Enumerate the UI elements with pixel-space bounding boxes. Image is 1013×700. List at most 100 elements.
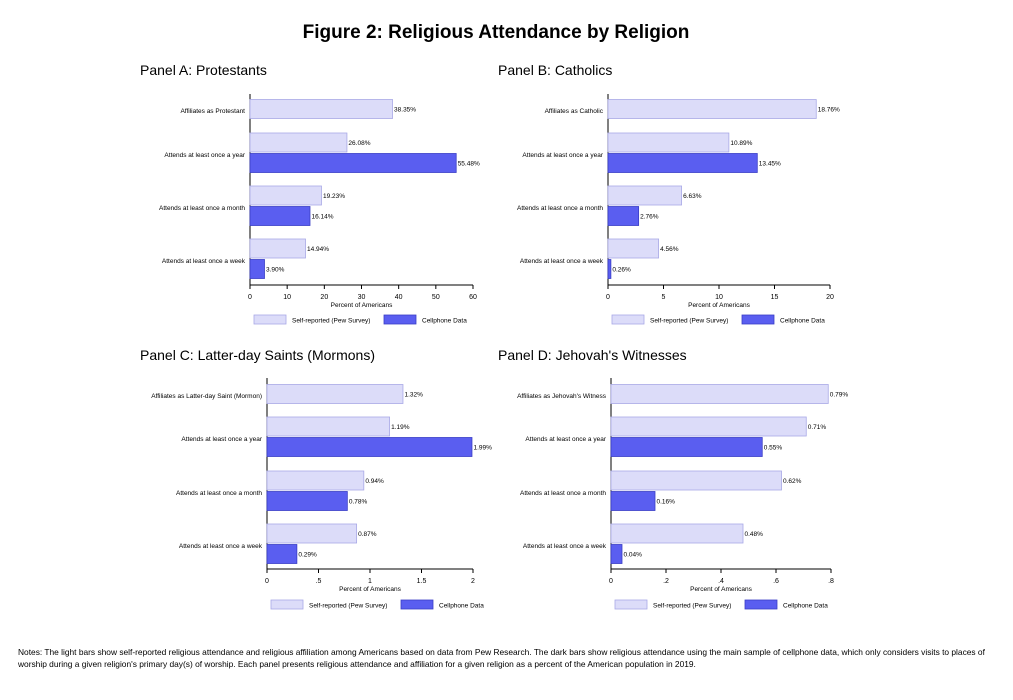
panel-b-data-label-cellphone: 13.45%: [759, 161, 781, 168]
panel-a-x-tick-label: 30: [358, 294, 366, 301]
panel-a-bar-self-reported: [249, 132, 348, 153]
panel-d-x-tick-label: 0: [609, 578, 613, 585]
panel-b-legend-swatch-self-reported: [611, 314, 645, 325]
panel-b-x-tick-label: 15: [771, 294, 779, 301]
panel-a-x-tick-label: 0: [248, 294, 252, 301]
panel-c-data-label-cellphone: 1.99%: [473, 445, 492, 452]
panel-a-bar-cellphone: [249, 206, 311, 226]
panel-d-x-tick-label: .6: [773, 578, 779, 585]
panel-c-x-tick-label: 1: [368, 578, 372, 585]
panel-b-x-axis-label: Percent of Americans: [688, 302, 751, 309]
panel-a-x-tick-label: 20: [320, 294, 328, 301]
panel-c-data-label-self-reported: 0.87%: [358, 531, 377, 538]
panel-b-legend-label-cellphone: Cellphone Data: [780, 318, 825, 325]
panel-a-data-label-cellphone: 3.90%: [266, 267, 285, 274]
panel-d-legend-swatch-cellphone: [744, 599, 778, 610]
panel-a-legend-label-self-reported: Self-reported (Pew Survey): [292, 318, 370, 325]
panel-b-category-label: Attends at least once a week: [520, 258, 604, 265]
panel-b-data-label-cellphone: 2.76%: [640, 214, 659, 221]
panel-b-x-tick-label: 5: [662, 294, 666, 301]
panel-b-category-label: Attends at least once a month: [517, 205, 603, 212]
panel-b-bar-cellphone: [607, 259, 612, 279]
panel-b-category-label: Attends at least once a year: [522, 152, 603, 159]
panel-b-data-label-self-reported: 18.76%: [818, 107, 840, 114]
figure-notes: Notes: The light bars show self-reported…: [18, 647, 985, 669]
panel-b-data-label-cellphone: 0.26%: [612, 267, 631, 274]
panel-c-data-label-cellphone: 0.78%: [349, 499, 368, 506]
panel-d-category-label: Attends at least once a year: [525, 436, 606, 443]
panel-d-x-axis-label: Percent of Americans: [690, 586, 753, 593]
panel-c-data-label-self-reported: 0.94%: [365, 478, 384, 485]
panel-d-bar-self-reported: [610, 384, 829, 404]
panel-c-bar-self-reported: [266, 470, 365, 491]
panel-a-x-axis-label: Percent of Americans: [331, 302, 394, 309]
panel-c-bar-self-reported: [266, 384, 404, 404]
panel-a-legend-swatch-cellphone: [383, 314, 417, 325]
panel-a-x-tick-label: 40: [395, 294, 403, 301]
panel-a-bar-self-reported: [249, 238, 306, 259]
panel-c-category-label: Affiliates as Latter-day Saint (Mormon): [151, 393, 262, 400]
panel-a-legend-swatch-self-reported: [253, 314, 287, 325]
panel-a-x-tick-label: 10: [283, 294, 291, 301]
panel-a-data-label-self-reported: 26.08%: [348, 140, 370, 147]
figure-title: Figure 2: Religious Attendance by Religi…: [302, 22, 690, 43]
panel-a-data-label-self-reported: 38.35%: [394, 107, 416, 114]
panel-d-title: Panel D: Jehovah's Witnesses: [498, 347, 687, 363]
panel-a-category-label: Attends at least once a year: [164, 152, 245, 159]
panel-b-data-label-self-reported: 4.56%: [660, 246, 679, 253]
panel-a-x-tick-label: 60: [469, 294, 477, 301]
panel-b-bar-cellphone: [607, 153, 758, 173]
panel-d-legend-swatch-self-reported: [614, 599, 648, 610]
panel-a-bar-self-reported: [249, 99, 393, 119]
panel-c-legend-label-cellphone: Cellphone Data: [439, 603, 484, 610]
panel-b-title: Panel B: Catholics: [498, 62, 613, 78]
panel-a-title: Panel A: Protestants: [140, 62, 267, 78]
panel-d-data-label-self-reported: 0.62%: [783, 478, 802, 485]
panel-a-bar-self-reported: [249, 185, 322, 206]
panel-c-bar-cellphone: [266, 437, 473, 457]
panel-c-data-label-self-reported: 1.32%: [404, 392, 423, 399]
panel-c-x-axis-label: Percent of Americans: [339, 586, 402, 593]
panel-a-data-label-self-reported: 14.94%: [307, 246, 329, 253]
panel-b-x-tick-label: 0: [606, 294, 610, 301]
panel-c-bar-self-reported: [266, 416, 390, 437]
panel-d-bar-self-reported: [610, 523, 744, 544]
panel-b-data-label-self-reported: 10.89%: [730, 140, 752, 147]
panel-b-legend-label-self-reported: Self-reported (Pew Survey): [650, 318, 728, 325]
panel-c-data-label-self-reported: 1.19%: [391, 424, 410, 431]
panel-d-x-tick-label: .8: [828, 578, 834, 585]
panel-d-bar-cellphone: [610, 491, 656, 511]
panel-a-data-label-cellphone: 55.48%: [458, 161, 480, 168]
panel-d-bar-self-reported: [610, 416, 807, 437]
panel-c-title: Panel C: Latter-day Saints (Mormons): [140, 347, 375, 363]
panel-d-data-label-cellphone: 0.55%: [764, 445, 783, 452]
panel-a-bar-cellphone: [249, 153, 457, 173]
panel-c-legend-swatch-self-reported: [270, 599, 304, 610]
panel-d-data-label-self-reported: 0.79%: [830, 392, 849, 399]
panel-c-bar-cellphone: [266, 491, 348, 511]
panel-b-bar-cellphone: [607, 206, 640, 226]
panel-d-data-label-cellphone: 0.16%: [657, 499, 676, 506]
panel-c-category-label: Attends at least once a month: [176, 490, 262, 497]
panel-d-data-label-cellphone: 0.04%: [624, 552, 643, 559]
panel-d-data-label-self-reported: 0.71%: [808, 424, 827, 431]
panel-c-category-label: Attends at least once a week: [179, 543, 263, 550]
panel-a-data-label-self-reported: 19.23%: [323, 193, 345, 200]
panel-b-bar-self-reported: [607, 132, 730, 153]
panel-b-bar-self-reported: [607, 99, 817, 119]
panel-c-bar-self-reported: [266, 523, 358, 544]
panel-d-bar-cellphone: [610, 544, 623, 564]
panel-b-bar-self-reported: [607, 185, 682, 206]
panel-a-legend-label-cellphone: Cellphone Data: [422, 318, 467, 325]
panel-c-x-tick-label: 0: [265, 578, 269, 585]
panel-a-category-label: Attends at least once a month: [159, 205, 245, 212]
panel-d-category-label: Attends at least once a week: [523, 543, 607, 550]
panel-b-bar-self-reported: [607, 238, 660, 259]
panel-c-legend-label-self-reported: Self-reported (Pew Survey): [309, 603, 387, 610]
panel-b-category-label: Affiliates as Catholic: [545, 108, 604, 115]
panel-d-category-label: Affiliates as Jehovah's Witness: [517, 393, 607, 400]
panel-c-x-tick-label: 1.5: [417, 578, 427, 585]
panel-c-x-tick-label: .5: [316, 578, 322, 585]
panel-d-legend-label-cellphone: Cellphone Data: [783, 603, 828, 610]
panel-c-data-label-cellphone: 0.29%: [298, 552, 317, 559]
